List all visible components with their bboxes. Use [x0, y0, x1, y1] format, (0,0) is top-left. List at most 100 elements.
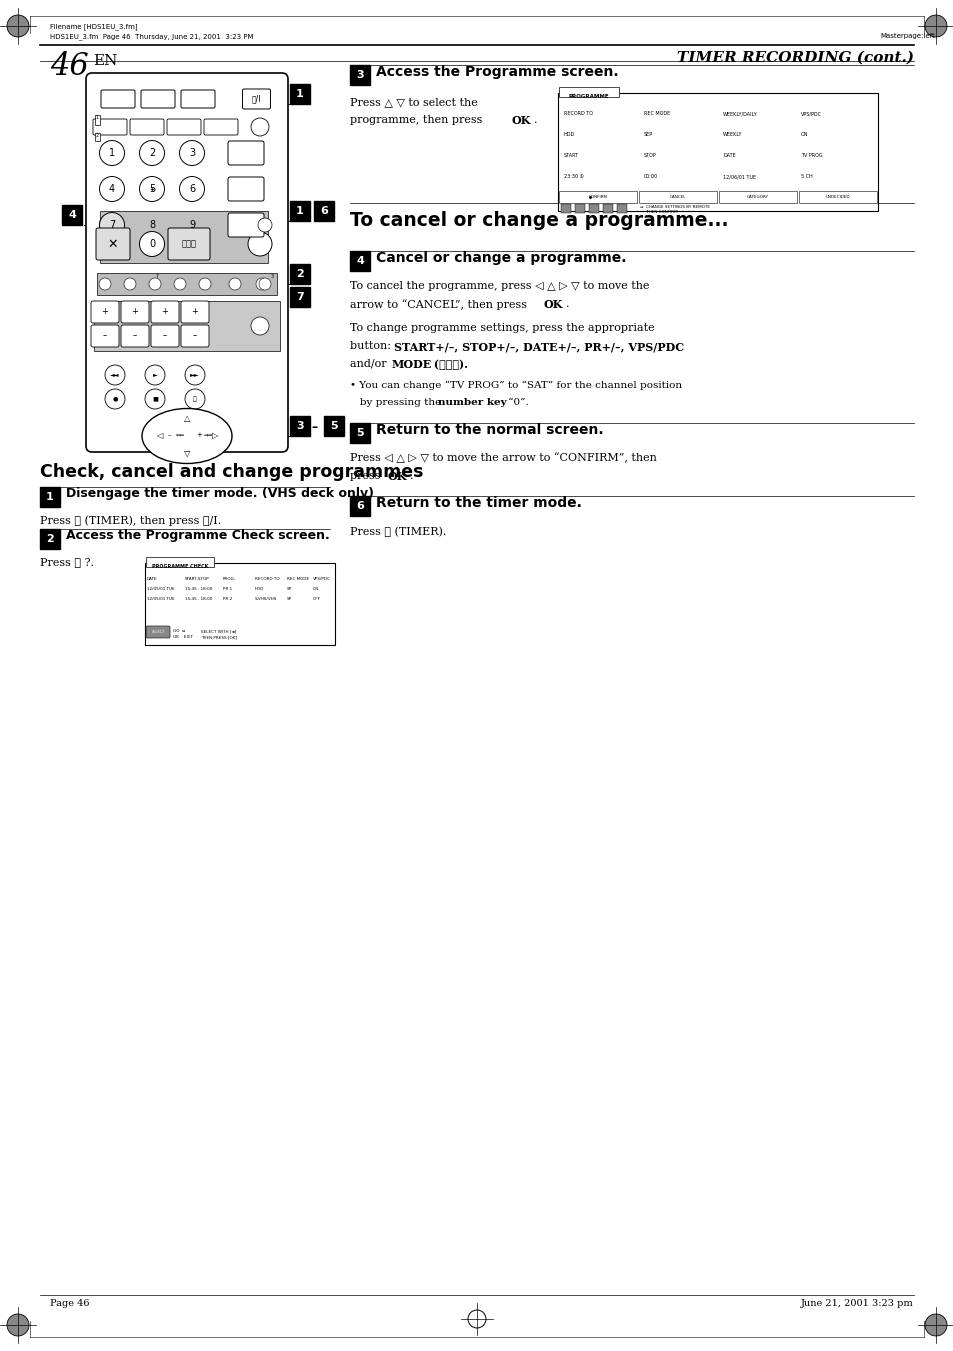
Text: button:: button: — [350, 340, 395, 351]
Text: 3: 3 — [270, 274, 274, 280]
Bar — [290, 286, 310, 307]
Circle shape — [185, 365, 205, 385]
Text: 2: 2 — [46, 534, 53, 544]
Text: SP: SP — [287, 597, 292, 601]
Text: GO  ⇔: GO ⇔ — [172, 630, 185, 634]
Text: press: press — [350, 471, 384, 481]
FancyBboxPatch shape — [168, 228, 210, 259]
Text: Press △ ▽ to select the: Press △ ▽ to select the — [350, 97, 477, 107]
Text: OFF: OFF — [313, 597, 320, 601]
Text: Filename [HDS1EU_3.fm]: Filename [HDS1EU_3.fm] — [50, 23, 137, 30]
Text: HDD: HDD — [254, 586, 264, 590]
FancyBboxPatch shape — [558, 86, 618, 97]
Text: OK: OK — [512, 115, 531, 126]
Text: Press ② (TIMER), then press ⏻/I.: Press ② (TIMER), then press ⏻/I. — [40, 515, 221, 526]
Text: ►►: ►► — [190, 373, 199, 377]
Text: arrow to “CANCEL”, then press: arrow to “CANCEL”, then press — [350, 299, 530, 309]
Circle shape — [248, 232, 272, 255]
Bar — [290, 84, 310, 104]
Text: ▽: ▽ — [184, 449, 190, 458]
Text: –: – — [193, 331, 197, 340]
Text: ■: ■ — [152, 396, 158, 401]
Text: CATEGORY: CATEGORY — [746, 195, 768, 199]
Text: TV PROG: TV PROG — [801, 153, 821, 158]
Text: CANCEL: CANCEL — [669, 195, 685, 199]
FancyBboxPatch shape — [91, 301, 119, 323]
Circle shape — [105, 389, 125, 409]
Circle shape — [179, 212, 204, 238]
Text: ▷: ▷ — [212, 431, 218, 440]
Text: Press ◁ △ ▷ ▽ to move the arrow to “CONFIRM”, then: Press ◁ △ ▷ ▽ to move the arrow to “CONF… — [350, 453, 657, 463]
Text: 5: 5 — [330, 422, 337, 431]
FancyBboxPatch shape — [228, 141, 264, 165]
Ellipse shape — [142, 408, 232, 463]
Bar — [719, 190, 796, 203]
Text: RECORD TO: RECORD TO — [563, 111, 593, 116]
Bar — [62, 205, 82, 226]
Text: 5: 5 — [149, 184, 155, 195]
Bar — [558, 190, 637, 203]
Text: +: + — [196, 432, 202, 438]
Text: ON: ON — [313, 586, 319, 590]
Bar — [558, 93, 877, 211]
Text: UNDECIDED: UNDECIDED — [825, 195, 849, 199]
Text: ⇒⇒: ⇒⇒ — [203, 432, 213, 438]
Bar — [350, 423, 370, 443]
Circle shape — [255, 278, 268, 290]
FancyBboxPatch shape — [167, 119, 201, 135]
Text: 12/05/01 TUE: 12/05/01 TUE — [147, 597, 174, 601]
Bar — [350, 496, 370, 516]
Text: 5 CH: 5 CH — [801, 174, 812, 178]
Text: 4: 4 — [109, 184, 115, 195]
Circle shape — [139, 141, 164, 166]
Text: PR 2: PR 2 — [223, 597, 232, 601]
Text: To cancel the programme, press ◁ △ ▷ ▽ to move the: To cancel the programme, press ◁ △ ▷ ▽ t… — [350, 281, 649, 290]
Text: RECORD TO: RECORD TO — [254, 577, 279, 581]
Text: ◁: ◁ — [155, 431, 162, 440]
Text: 9: 9 — [189, 220, 194, 230]
Text: 15:45 - 18:00: 15:45 - 18:00 — [185, 597, 213, 601]
Text: ?: ? — [155, 274, 158, 280]
Text: PROGRAMME: PROGRAMME — [568, 95, 609, 99]
FancyBboxPatch shape — [141, 91, 174, 108]
Text: .: . — [410, 471, 413, 481]
Text: WEEKLY: WEEKLY — [722, 132, 741, 136]
Text: .: . — [534, 115, 537, 126]
Bar — [560, 204, 571, 213]
Text: 7: 7 — [109, 220, 115, 230]
Text: by pressing the: by pressing the — [350, 399, 444, 407]
Text: Masterpage:left: Masterpage:left — [879, 32, 934, 39]
Text: Press ② (TIMER).: Press ② (TIMER). — [350, 526, 446, 536]
FancyBboxPatch shape — [101, 91, 135, 108]
Text: 46: 46 — [50, 51, 89, 82]
Bar — [95, 115, 100, 126]
Bar — [350, 65, 370, 85]
Bar — [95, 132, 100, 141]
Text: 1: 1 — [295, 89, 304, 99]
Text: +: + — [132, 308, 138, 316]
FancyBboxPatch shape — [91, 326, 119, 347]
Text: 23:30 ①: 23:30 ① — [563, 174, 583, 178]
Text: –: – — [163, 331, 167, 340]
Text: 3: 3 — [355, 70, 363, 80]
Text: ⏸: ⏸ — [193, 396, 196, 401]
Text: 1: 1 — [96, 115, 99, 120]
Text: PROGRAMME CHECK: PROGRAMME CHECK — [152, 563, 208, 569]
Circle shape — [173, 278, 186, 290]
Text: –: – — [132, 331, 137, 340]
Bar — [40, 530, 60, 549]
Circle shape — [145, 365, 165, 385]
Text: June 21, 2001 3:23 pm: June 21, 2001 3:23 pm — [801, 1300, 913, 1308]
FancyBboxPatch shape — [146, 626, 170, 638]
Bar — [324, 416, 344, 436]
Text: +: + — [101, 308, 109, 316]
Text: ⇒  CHANGE SETTINGS BY REMOTE: ⇒ CHANGE SETTINGS BY REMOTE — [639, 205, 709, 209]
FancyBboxPatch shape — [242, 89, 271, 109]
Text: Return to the timer mode.: Return to the timer mode. — [375, 496, 581, 509]
Text: Check, cancel and change programmes: Check, cancel and change programmes — [40, 463, 423, 481]
FancyBboxPatch shape — [151, 326, 179, 347]
Circle shape — [105, 365, 125, 385]
Text: 2: 2 — [295, 269, 304, 280]
Circle shape — [251, 317, 269, 335]
Text: 6: 6 — [189, 184, 194, 195]
